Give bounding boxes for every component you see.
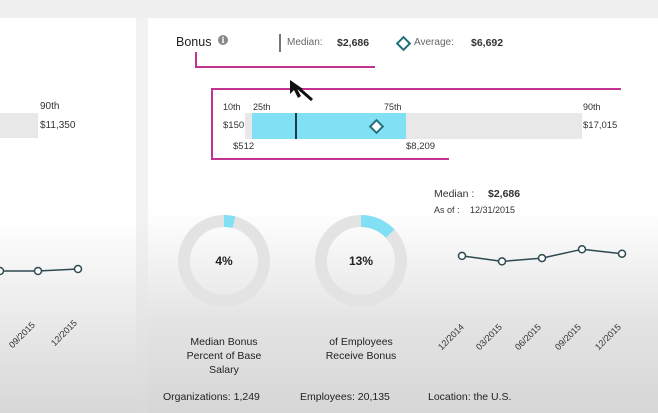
- p75-label: 75th: [384, 102, 402, 112]
- highlight-bracket: [195, 52, 197, 68]
- left-p90-label: 90th: [40, 101, 60, 112]
- left-trend-point: [73, 264, 83, 274]
- trend-line-segment: [541, 248, 583, 259]
- p25-value: $512: [233, 141, 255, 152]
- trend-chart: [457, 245, 627, 266]
- p90-label: 90th: [583, 102, 601, 112]
- median-value: $2,686: [337, 37, 370, 49]
- trend-median-label: Median :: [434, 188, 475, 200]
- trend-asof-label: As of :: [434, 205, 460, 215]
- p25-label: 25th: [253, 102, 271, 112]
- left-trend-chart: [0, 264, 83, 276]
- trend-x-tick: 12/2014: [435, 321, 467, 352]
- previous-card: [0, 18, 136, 413]
- location: Location: the U.S.: [428, 391, 512, 403]
- trend-point: [577, 245, 587, 254]
- top-band: [0, 0, 658, 18]
- diamond-icon: [395, 35, 412, 52]
- donut-value: 4%: [215, 254, 233, 268]
- trend-x-tick: 06/2015: [512, 321, 544, 352]
- trend-point: [537, 253, 547, 263]
- trend-point: [617, 249, 627, 258]
- left-trend-point: [0, 266, 5, 276]
- bonus-title: Bonus: [176, 35, 212, 49]
- median-divider: [279, 34, 281, 52]
- donut-caption: Median Bonus Percent of Base Salary: [186, 336, 262, 376]
- card-gutter: [136, 18, 148, 413]
- donut-employees-receive-bonus: [315, 215, 407, 307]
- left-p90-value: $11,350: [40, 120, 76, 131]
- trend-line-segment: [581, 248, 623, 255]
- employees-count: Employees: 20,135: [300, 391, 390, 403]
- donut-fill: [315, 215, 407, 307]
- trend-point: [497, 257, 507, 266]
- donut-fill: [178, 215, 270, 307]
- left-trend-point: [33, 266, 43, 276]
- donut-value: 13%: [348, 254, 374, 268]
- donut-caption: of Employees Receive Bonus: [325, 336, 397, 362]
- trend-line-segment: [461, 255, 503, 263]
- donut-median-bonus-percent: [178, 215, 270, 307]
- trend-line-segment: [501, 257, 543, 263]
- highlight-box-top: [211, 88, 621, 90]
- highlight-box-left: [211, 88, 213, 160]
- trend-x-tick: 12/2015: [592, 321, 624, 352]
- median-marker: [295, 113, 297, 139]
- highlight-box-bottom: [211, 158, 449, 160]
- trend-x-tick: 09/2015: [552, 321, 584, 352]
- average-value: $6,692: [471, 37, 504, 49]
- p75-value: $8,209: [406, 141, 436, 152]
- info-icon[interactable]: i: [218, 35, 228, 45]
- trend-x-tick: 03/2015: [473, 321, 505, 352]
- highlight-bracket: [195, 66, 375, 68]
- p10-label: 10th: [223, 102, 241, 112]
- p10-value: $150: [223, 120, 245, 131]
- left-trend-line: [37, 268, 79, 272]
- mouse-cursor-icon: [290, 80, 313, 102]
- trend-asof-value: 12/31/2015: [470, 205, 516, 215]
- trend-point: [457, 251, 467, 261]
- p90-value: $17,015: [583, 120, 618, 131]
- trend-median-value: $2,686: [488, 188, 521, 200]
- organizations-count: Organizations: 1,249: [163, 391, 260, 403]
- median-label: Median:: [287, 37, 323, 48]
- average-label: Average:: [414, 37, 454, 48]
- left-range-bar: [0, 113, 38, 138]
